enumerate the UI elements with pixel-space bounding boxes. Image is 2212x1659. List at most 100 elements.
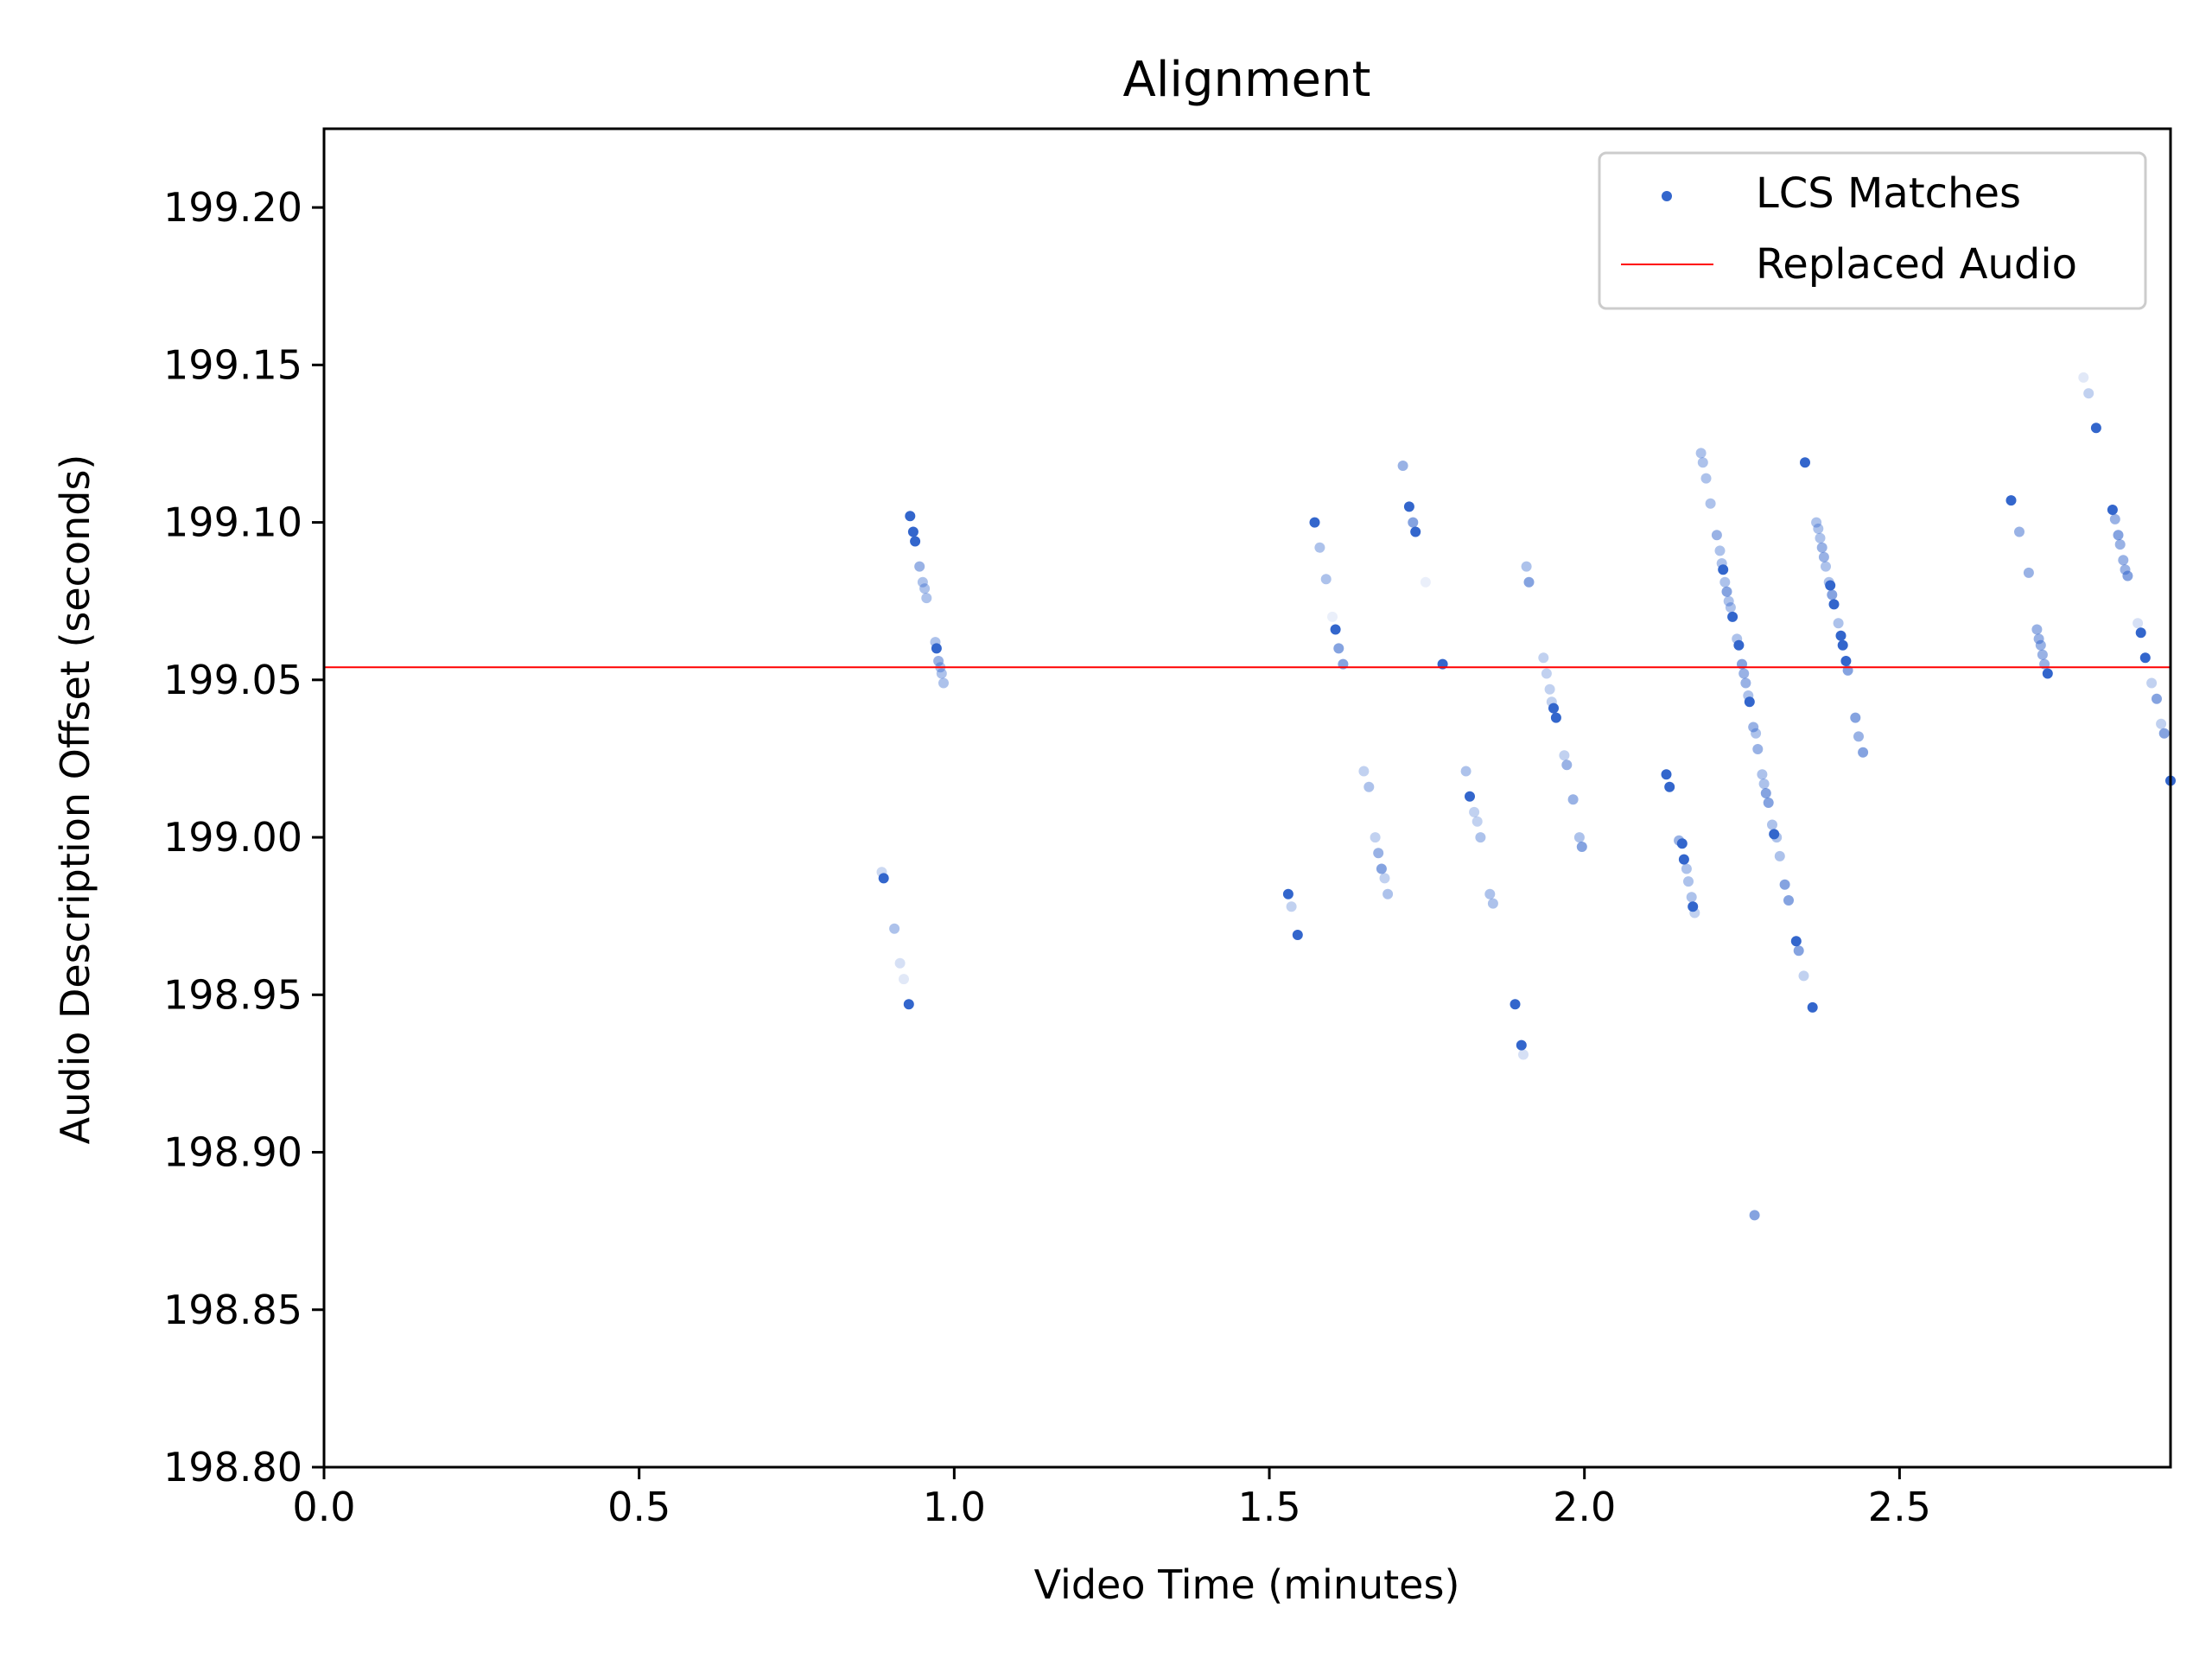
data-point <box>914 561 925 572</box>
data-point <box>1686 892 1697 903</box>
data-point <box>1420 576 1431 588</box>
data-point <box>1567 794 1579 805</box>
data-point <box>1815 532 1826 543</box>
data-point <box>1695 448 1707 459</box>
y-tick-label: 198.95 <box>163 971 302 1018</box>
data-point <box>1320 574 1332 585</box>
x-axis-label: Video Time (minutes) <box>1034 1561 1460 1608</box>
data-point <box>2139 652 2151 664</box>
data-point <box>1370 832 1381 843</box>
chart-title: Alignment <box>1123 52 1371 108</box>
data-point <box>1518 1049 1529 1060</box>
y-tick-label: 199.00 <box>163 814 302 861</box>
data-point <box>2014 526 2024 537</box>
legend: LCS Matches Replaced Audio <box>1598 151 2147 310</box>
data-point <box>1790 936 1802 947</box>
data-point <box>1816 542 1827 553</box>
data-point <box>2146 677 2158 689</box>
data-point <box>1763 798 1774 808</box>
data-point <box>1818 551 1829 563</box>
data-point <box>1833 618 1844 629</box>
data-point <box>1330 624 1341 635</box>
data-point <box>1813 523 1824 534</box>
data-point <box>1408 517 1419 528</box>
x-tick-label: 2.0 <box>1553 1484 1616 1530</box>
data-point <box>1410 526 1421 537</box>
data-point <box>1373 848 1384 859</box>
data-point <box>1697 457 1708 468</box>
data-point <box>2122 570 2133 582</box>
data-point <box>1840 656 1852 666</box>
data-point <box>1382 888 1394 899</box>
data-point <box>1676 838 1688 849</box>
data-point <box>1705 498 1716 509</box>
data-point <box>1683 876 1694 887</box>
data-point <box>1561 760 1573 771</box>
data-point <box>2035 639 2046 651</box>
data-point <box>1358 766 1370 777</box>
data-point <box>1774 850 1785 861</box>
data-point <box>910 536 921 547</box>
data-point <box>1738 668 1750 679</box>
data-point <box>1469 806 1480 817</box>
data-point <box>889 923 900 934</box>
data-point <box>1363 781 1375 792</box>
data-point <box>917 576 928 588</box>
data-point <box>905 511 916 522</box>
data-point <box>1779 879 1790 890</box>
data-point <box>1376 863 1387 874</box>
x-tick-label: 2.5 <box>1868 1484 1931 1530</box>
legend-marker-lcs-matches <box>1662 191 1672 201</box>
data-point <box>1783 895 1794 906</box>
data-point <box>1689 907 1700 918</box>
data-point <box>1475 832 1486 843</box>
legend-label-lcs-matches: LCS Matches <box>1756 169 2021 218</box>
data-point <box>1825 580 1836 591</box>
data-point <box>2133 618 2144 629</box>
data-point <box>2107 505 2118 515</box>
data-point <box>1544 683 1555 695</box>
data-point <box>1727 611 1738 622</box>
y-tick-label: 199.05 <box>163 657 302 703</box>
data-point <box>903 999 914 1010</box>
data-point <box>1700 473 1712 484</box>
data-point <box>1744 696 1755 708</box>
data-point <box>1793 945 1804 957</box>
data-point <box>2156 718 2167 729</box>
data-point <box>1821 561 1831 572</box>
data-point <box>1661 769 1672 780</box>
data-point <box>1688 901 1699 912</box>
data-point <box>2037 649 2048 660</box>
data-point <box>1548 702 1559 714</box>
data-point <box>2114 539 2126 550</box>
data-point <box>1379 873 1390 884</box>
data-point <box>1757 769 1768 780</box>
data-point <box>1769 829 1780 840</box>
x-tick-label: 0.0 <box>292 1484 355 1530</box>
data-point <box>1314 542 1325 553</box>
data-point <box>2118 555 2129 566</box>
data-point <box>1767 819 1777 830</box>
data-point <box>1811 517 1822 528</box>
data-point <box>1837 639 1848 651</box>
data-point <box>1752 744 1764 754</box>
data-point <box>1760 788 1771 798</box>
data-point <box>907 526 918 537</box>
data-point <box>1471 816 1483 827</box>
data-point <box>931 643 942 654</box>
data-point <box>894 957 906 969</box>
data-point <box>1573 832 1585 843</box>
data-point <box>919 583 931 594</box>
x-axis: 0.0 0.5 1.0 1.5 2.0 2.5 <box>292 1467 1931 1530</box>
data-point <box>1465 791 1475 802</box>
legend-label-replaced-audio: Replaced Audio <box>1756 240 2077 289</box>
y-tick-label: 198.85 <box>163 1287 302 1333</box>
data-point <box>2109 513 2120 524</box>
data-point <box>2042 668 2053 679</box>
data-point <box>1309 517 1320 528</box>
x-tick-label: 0.5 <box>607 1484 671 1530</box>
data-point <box>1725 602 1736 613</box>
data-point <box>1751 728 1762 739</box>
data-point <box>899 974 909 985</box>
data-point <box>1286 901 1297 912</box>
